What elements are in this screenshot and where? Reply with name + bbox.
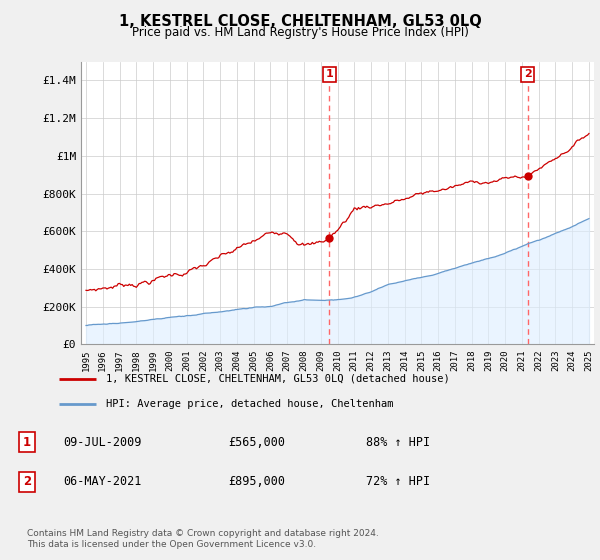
Text: HPI: Average price, detached house, Cheltenham: HPI: Average price, detached house, Chel…: [106, 399, 394, 409]
Text: 88% ↑ HPI: 88% ↑ HPI: [366, 436, 430, 449]
Text: 2: 2: [23, 475, 31, 488]
Text: 2: 2: [524, 69, 532, 80]
Text: Contains HM Land Registry data © Crown copyright and database right 2024.
This d: Contains HM Land Registry data © Crown c…: [27, 529, 379, 549]
Text: 06-MAY-2021: 06-MAY-2021: [63, 475, 142, 488]
Text: Price paid vs. HM Land Registry's House Price Index (HPI): Price paid vs. HM Land Registry's House …: [131, 26, 469, 39]
Text: 72% ↑ HPI: 72% ↑ HPI: [366, 475, 430, 488]
Text: 1: 1: [23, 436, 31, 449]
Text: 09-JUL-2009: 09-JUL-2009: [63, 436, 142, 449]
Text: £895,000: £895,000: [228, 475, 285, 488]
Text: £565,000: £565,000: [228, 436, 285, 449]
Text: 1, KESTREL CLOSE, CHELTENHAM, GL53 0LQ: 1, KESTREL CLOSE, CHELTENHAM, GL53 0LQ: [119, 14, 481, 29]
Text: 1: 1: [326, 69, 334, 80]
Text: 1, KESTREL CLOSE, CHELTENHAM, GL53 0LQ (detached house): 1, KESTREL CLOSE, CHELTENHAM, GL53 0LQ (…: [106, 374, 450, 384]
